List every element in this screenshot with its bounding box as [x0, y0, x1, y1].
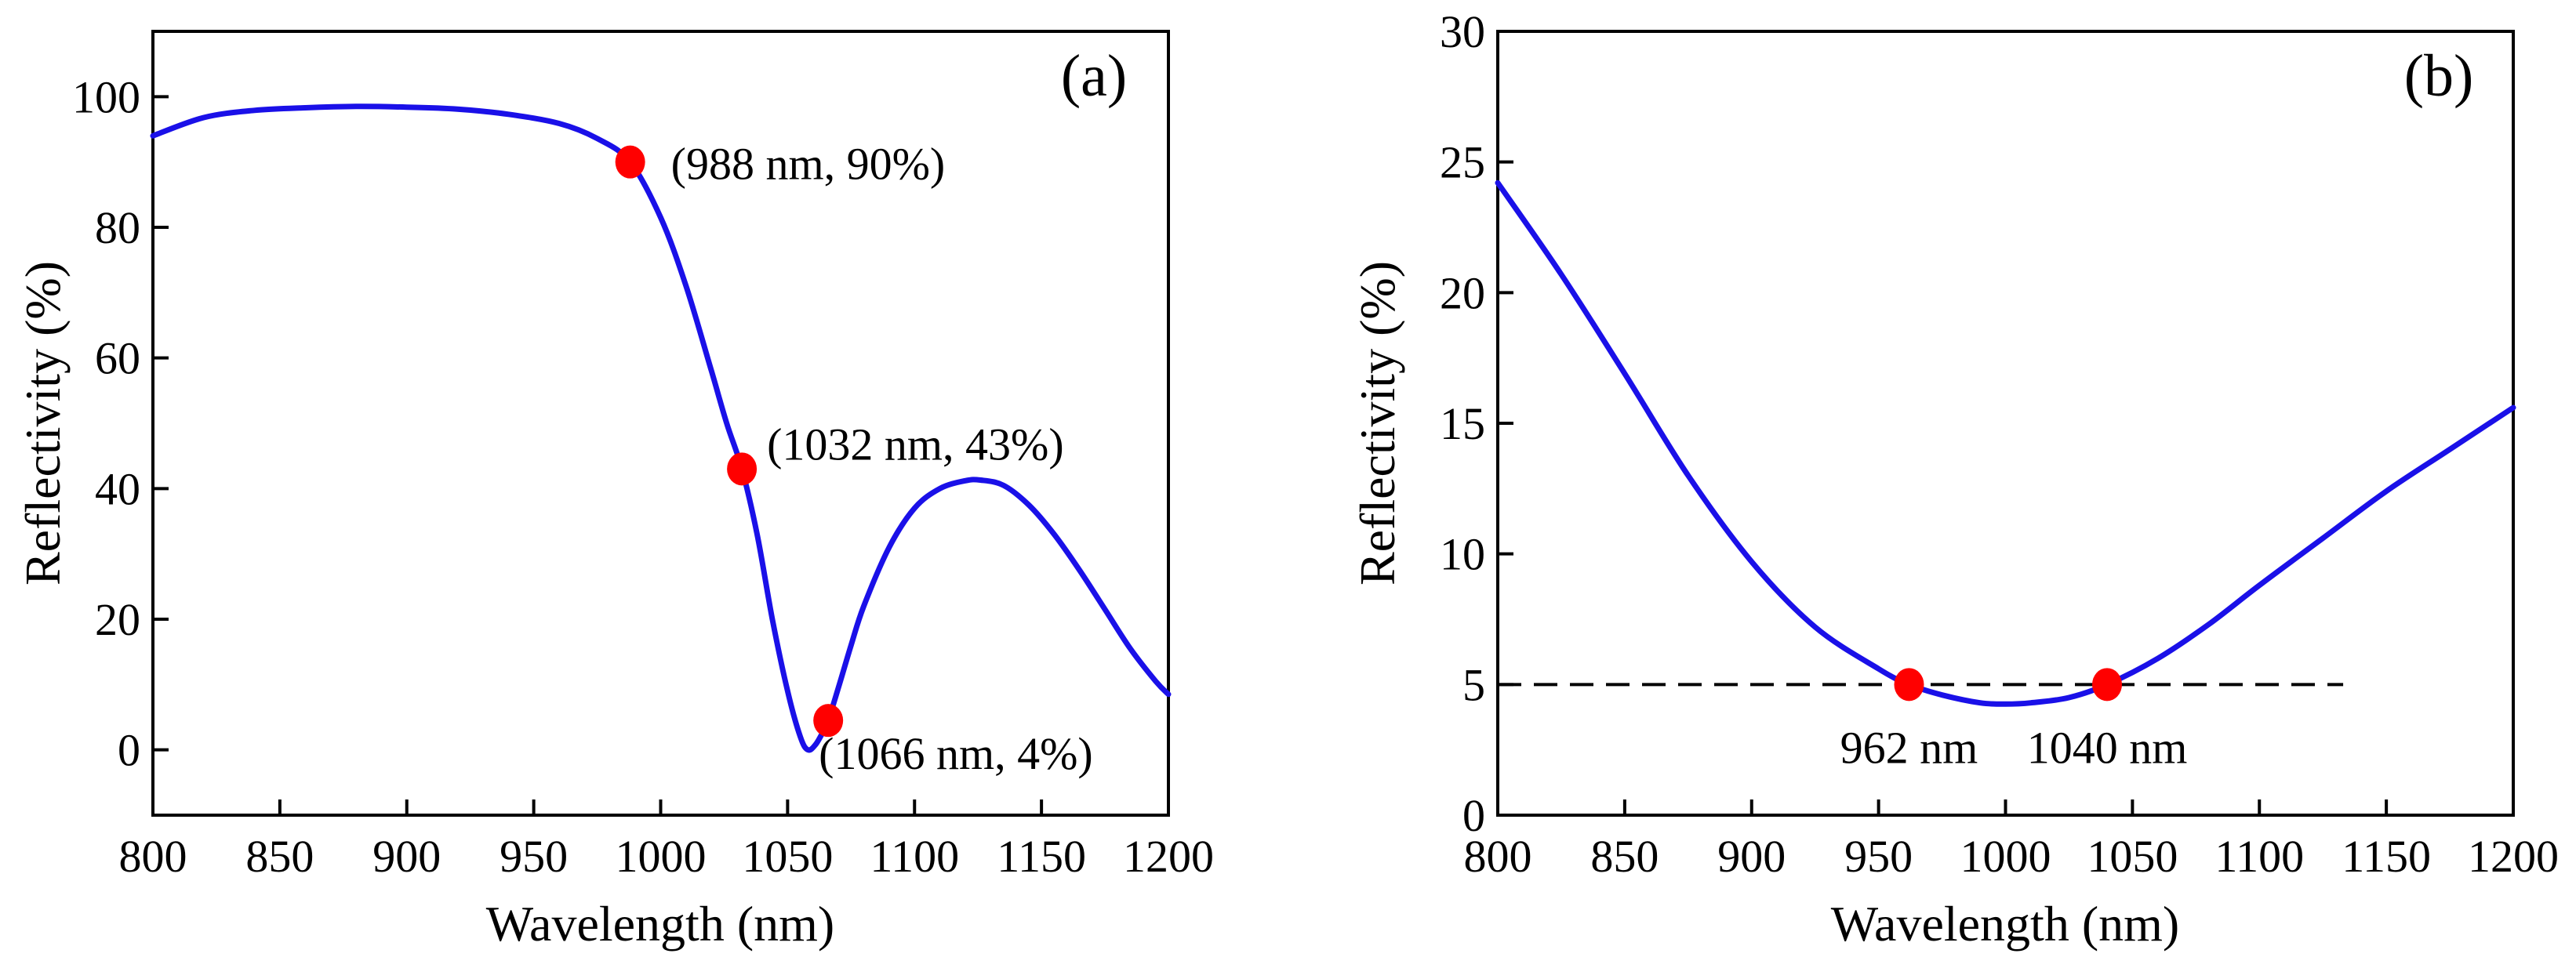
highlight-point-marker [727, 452, 758, 486]
y-tick-label: 20 [1440, 267, 1485, 318]
panel-a-label: (a) [1061, 43, 1127, 109]
panel-a-annotations: (988 nm, 90%) (1032 nm, 43%) (1066 nm, 4%) [671, 139, 1093, 780]
panel-b-label: (b) [2404, 43, 2474, 109]
y-tick-label: 0 [1462, 790, 1485, 841]
highlight-point-marker [813, 704, 844, 738]
panel-a-y-axis-title: Reflectivity (%) [15, 261, 71, 586]
y-tick-label: 15 [1440, 398, 1485, 449]
y-tick-label: 5 [1462, 659, 1485, 710]
point-annotation: 962 nm [1840, 722, 1978, 773]
panel-a: 800 850 900 950 1000 1050 1100 1150 1200 0 20 40 60 8… [15, 30, 1214, 952]
highlight-point-marker [615, 145, 645, 179]
y-tick-label: 0 [118, 725, 140, 776]
x-tick-label: 850 [245, 831, 314, 882]
y-tick-label: 60 [95, 333, 140, 384]
y-tick-label: 80 [95, 202, 140, 253]
panel-b-reflectivity-curve [1495, 179, 2516, 707]
panel-a-markers [615, 145, 844, 738]
x-tick-label: 800 [119, 831, 187, 882]
point-annotation: 1040 nm [2027, 722, 2188, 773]
x-tick-label: 1050 [742, 831, 833, 882]
panel-b-annotations: 962 nm 1040 nm [1840, 722, 2188, 773]
y-tick-label: 40 [95, 463, 140, 514]
panel-a-ticks: 800 850 900 950 1000 1050 1100 1150 1200 0 20 40 60 8… [72, 71, 1214, 882]
panel-b-y-axis-title: Reflectivity (%) [1350, 261, 1405, 586]
x-tick-label: 1100 [2214, 831, 2304, 882]
x-tick-label: 1150 [997, 831, 1086, 882]
panel-a-reflectivity-curve [150, 103, 1172, 753]
panel-b-markers [1894, 668, 2122, 702]
highlight-point-marker [1894, 668, 1924, 702]
point-annotation: (1066 nm, 4%) [819, 728, 1093, 779]
x-tick-label: 1000 [1960, 831, 2051, 882]
x-tick-label: 1050 [2087, 831, 2178, 882]
y-tick-label: 30 [1440, 6, 1485, 57]
x-tick-label: 950 [1844, 831, 1913, 882]
x-tick-label: 1200 [1123, 831, 1214, 882]
x-tick-label: 800 [1464, 831, 1532, 882]
x-tick-label: 900 [372, 831, 441, 882]
x-tick-label: 1100 [870, 831, 959, 882]
panel-b: 800 850 900 950 1000 1050 1100 1150 1200 0 5 10 15 20… [1350, 6, 2559, 952]
y-tick-label: 20 [95, 594, 140, 645]
panel-b-ticks: 800 850 900 950 1000 1050 1100 1150 1200 0 5 10 15 20… [1440, 6, 2559, 882]
panel-a-x-axis-title: Wavelength (nm) [486, 896, 834, 952]
x-tick-label: 850 [1590, 831, 1659, 882]
highlight-point-marker [2092, 668, 2122, 702]
y-tick-label: 10 [1440, 529, 1485, 580]
y-tick-label: 100 [72, 71, 140, 122]
point-annotation: (988 nm, 90%) [671, 139, 946, 190]
x-tick-label: 1200 [2468, 831, 2559, 882]
x-tick-label: 950 [500, 831, 568, 882]
point-annotation: (1032 nm, 43%) [767, 419, 1064, 469]
x-tick-label: 900 [1717, 831, 1786, 882]
y-tick-label: 25 [1440, 137, 1485, 188]
x-tick-label: 1000 [616, 831, 707, 882]
x-tick-label: 1150 [2342, 831, 2431, 882]
panel-b-x-axis-title: Wavelength (nm) [1831, 896, 2179, 952]
